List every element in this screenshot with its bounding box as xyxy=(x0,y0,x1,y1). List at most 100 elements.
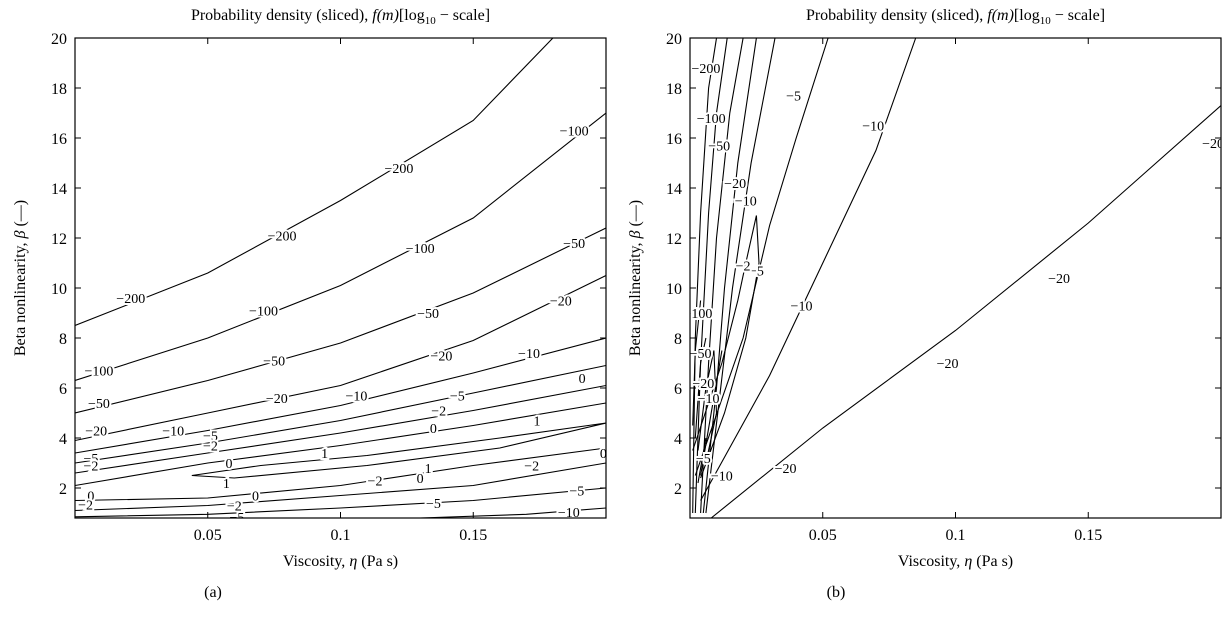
y-tick-label: 10 xyxy=(666,281,682,298)
contour-label: −20 xyxy=(692,377,714,392)
contour-label: −20 xyxy=(1048,272,1070,287)
contour-label: −2 xyxy=(368,475,383,490)
y-tick-label: 14 xyxy=(666,181,682,198)
contour-label: −20 xyxy=(550,295,572,310)
contour-label: 1 xyxy=(533,415,540,430)
contour-label: −100 xyxy=(560,125,589,140)
contour-line xyxy=(700,38,917,501)
contour-label: 1 xyxy=(321,447,328,462)
contour-label: 0 xyxy=(252,490,259,505)
contour-label: −5 xyxy=(203,430,218,445)
contour-label: −10 xyxy=(345,390,367,405)
contour-label: −10 xyxy=(735,195,757,210)
contour-line xyxy=(75,275,606,442)
contour-line xyxy=(697,350,718,464)
contour-lines: −200−200−200−100−100−100−100−50−50−50−50… xyxy=(75,38,606,521)
x-axis-label: Viscosity, η (Pa s) xyxy=(283,553,398,570)
contour-line xyxy=(700,350,723,476)
contour-label: −50 xyxy=(88,397,110,412)
contour-label: 0 xyxy=(225,457,232,472)
contour-label: −10 xyxy=(862,120,884,135)
contour-line xyxy=(75,38,554,327)
y-axis-label: Beta nonlinearity, β (—) xyxy=(627,200,644,356)
y-tick-label: 10 xyxy=(51,281,67,298)
contour-label: −2 xyxy=(736,260,751,275)
contour-label: −200 xyxy=(384,162,413,177)
contour-label: −10 xyxy=(518,347,540,362)
panel-label-a: (a) xyxy=(204,584,222,601)
contour-line xyxy=(191,422,606,479)
contour-label: −100 xyxy=(684,307,713,322)
contour-label: −100 xyxy=(84,365,113,380)
panel-label-b: (b) xyxy=(826,584,846,601)
contour-label: −20 xyxy=(85,425,107,440)
contour-label: −50 xyxy=(263,355,285,370)
contour-line xyxy=(692,215,760,479)
contour-label: −20 xyxy=(1202,137,1222,152)
y-tick-label: 16 xyxy=(666,131,682,148)
contour-label: −5 xyxy=(749,265,764,280)
contour-label: 0 xyxy=(579,372,586,387)
contour-label: −5 xyxy=(569,485,584,500)
y-tick-label: 8 xyxy=(59,331,67,348)
x-axis-label: Viscosity, η (Pa s) xyxy=(898,553,1013,570)
contour-label: −2 xyxy=(203,440,218,455)
contour-label: −10 xyxy=(558,506,580,521)
contour-label: 1 xyxy=(425,462,432,477)
contour-line xyxy=(75,227,606,414)
contour-label: −2 xyxy=(431,405,446,420)
x-tick-label: 0.05 xyxy=(194,527,222,544)
contour-label: −10 xyxy=(698,392,720,407)
contour-label: −10 xyxy=(791,300,813,315)
y-tick-label: 18 xyxy=(51,81,67,98)
contour-label: −2 xyxy=(78,498,93,513)
contour-label: −2 xyxy=(227,500,242,515)
y-tick-label: 6 xyxy=(674,381,682,398)
contour-label: −5 xyxy=(786,90,801,105)
contour-label: −20 xyxy=(266,392,288,407)
contour-label: −5 xyxy=(426,497,441,512)
chart-panel-b: −20−20−20−20−10−10−10−5−5−2−10−20−50−100… xyxy=(627,7,1222,570)
y-tick-label: 14 xyxy=(51,181,67,198)
x-tick-label: 0.15 xyxy=(1074,527,1102,544)
y-tick-label: 12 xyxy=(51,231,67,248)
contour-line xyxy=(75,402,606,487)
contour-label: 1 xyxy=(223,477,230,492)
x-tick-label: 0.15 xyxy=(459,527,487,544)
contour-label: −20 xyxy=(775,462,797,477)
contour-line xyxy=(75,487,606,518)
contour-line xyxy=(692,38,718,514)
contour-label: −100 xyxy=(697,112,726,127)
y-tick-label: 12 xyxy=(666,231,682,248)
contour-label: −5 xyxy=(696,452,711,467)
contour-line xyxy=(420,507,606,518)
contour-lines: −20−20−20−20−10−10−10−5−5−2−10−20−50−100… xyxy=(684,38,1222,518)
contour-line xyxy=(702,38,757,514)
y-tick-label: 18 xyxy=(666,81,682,98)
contour-label: −50 xyxy=(417,307,439,322)
contour-label: −10 xyxy=(162,425,184,440)
y-tick-label: 20 xyxy=(666,31,682,48)
contour-label: −20 xyxy=(724,177,746,192)
contour-label: 0 xyxy=(417,472,424,487)
contour-line xyxy=(75,384,606,474)
contour-line xyxy=(710,105,1221,518)
contour-line xyxy=(75,364,606,464)
contour-label: −200 xyxy=(116,292,145,307)
contour-line xyxy=(75,462,606,512)
chart-title: Probability density (sliced), f(m)[log10… xyxy=(806,7,1105,27)
chart-title: Probability density (sliced), f(m)[log10… xyxy=(191,7,490,27)
plot-frame xyxy=(689,37,1222,519)
contour-label: −2 xyxy=(83,460,98,475)
contour-label: −50 xyxy=(708,140,730,155)
contour-label: −5 xyxy=(83,452,98,467)
contour-label: −20 xyxy=(430,350,452,365)
contour-line xyxy=(75,447,606,502)
contour-line xyxy=(694,38,728,514)
contour-label: −5 xyxy=(450,390,465,405)
y-tick-label: 4 xyxy=(674,431,682,448)
contour-line xyxy=(692,300,702,426)
contour-label: −10 xyxy=(711,470,733,485)
contour-label: −50 xyxy=(690,347,712,362)
